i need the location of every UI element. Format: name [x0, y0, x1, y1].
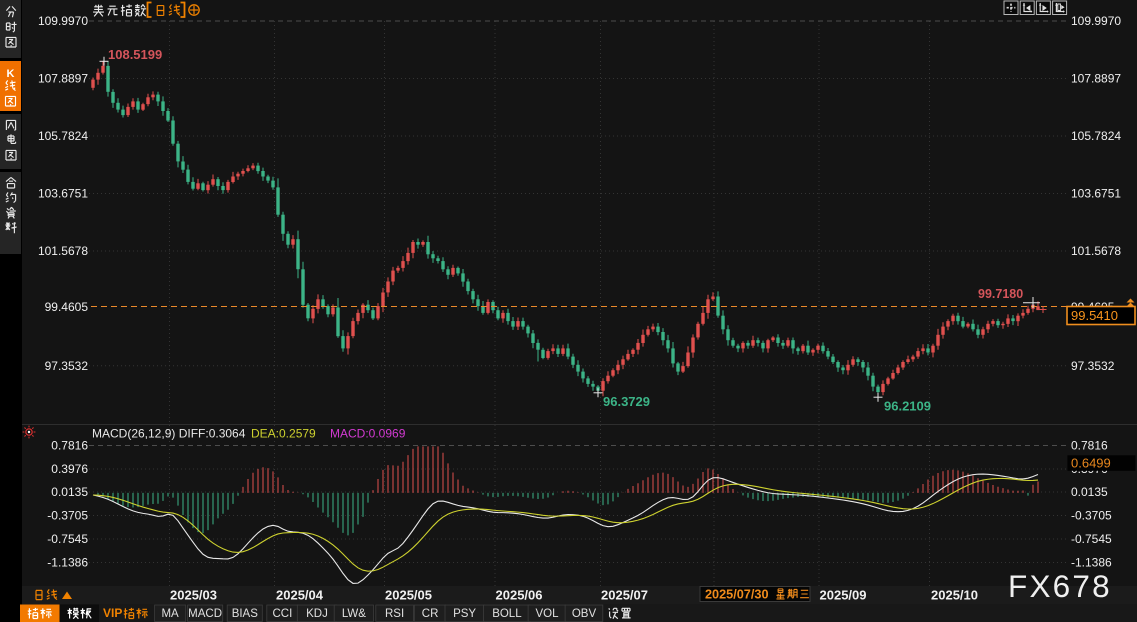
svg-text:-1.1386: -1.1386 — [1071, 556, 1112, 570]
svg-text:CR: CR — [422, 608, 439, 620]
svg-text:MACD: MACD — [188, 608, 222, 620]
svg-text:105.7824: 105.7824 — [38, 129, 88, 143]
svg-text:VOL: VOL — [535, 608, 559, 620]
svg-text:K: K — [7, 68, 15, 80]
svg-text:KDJ: KDJ — [306, 608, 328, 620]
svg-text:0.7816: 0.7816 — [1071, 439, 1108, 453]
svg-text:103.6751: 103.6751 — [1071, 187, 1121, 201]
svg-text:-0.7545: -0.7545 — [1071, 532, 1112, 546]
svg-text:2025/07: 2025/07 — [601, 588, 648, 603]
svg-text:-1.1386: -1.1386 — [47, 556, 88, 570]
svg-text:CCI: CCI — [272, 608, 292, 620]
svg-text:107.8897: 107.8897 — [38, 72, 88, 86]
svg-text:2025/09: 2025/09 — [820, 588, 867, 603]
svg-text:97.3532: 97.3532 — [45, 359, 89, 373]
svg-text:107.8897: 107.8897 — [1071, 72, 1121, 86]
svg-text:96.3729: 96.3729 — [603, 394, 650, 409]
svg-text:2025/03: 2025/03 — [170, 588, 217, 603]
svg-text:97.3532: 97.3532 — [1071, 359, 1115, 373]
svg-text:99.7180: 99.7180 — [978, 287, 1023, 301]
svg-text:LW&: LW& — [342, 608, 366, 620]
svg-text:0.0135: 0.0135 — [1071, 485, 1108, 499]
svg-text:99.5410: 99.5410 — [1071, 308, 1118, 323]
svg-text:2025/06: 2025/06 — [496, 588, 543, 603]
svg-text:103.6751: 103.6751 — [38, 187, 88, 201]
svg-text:PSY: PSY — [453, 608, 476, 620]
svg-text:101.5678: 101.5678 — [38, 244, 88, 258]
svg-text:2025/10: 2025/10 — [931, 588, 978, 603]
svg-text:MACD(26,12,9) DIFF:0.3064: MACD(26,12,9) DIFF:0.3064 — [92, 427, 246, 441]
svg-text:0.3976: 0.3976 — [51, 462, 88, 476]
svg-text:0.0135: 0.0135 — [51, 485, 88, 499]
svg-text:MA: MA — [161, 608, 179, 620]
svg-text:MACD:0.0969: MACD:0.0969 — [330, 427, 406, 441]
svg-text:-0.3705: -0.3705 — [47, 509, 88, 523]
svg-text:RSI: RSI — [385, 608, 404, 620]
svg-text:-0.7545: -0.7545 — [47, 532, 88, 546]
svg-text:96.2109: 96.2109 — [884, 399, 931, 414]
svg-text:109.9970: 109.9970 — [1071, 14, 1121, 28]
svg-text:99.4605: 99.4605 — [45, 300, 89, 314]
svg-text:108.5199: 108.5199 — [108, 47, 162, 62]
svg-text:OBV: OBV — [572, 608, 597, 620]
svg-text:2025/04: 2025/04 — [276, 588, 324, 603]
svg-text:0.6499: 0.6499 — [1071, 455, 1111, 470]
svg-text:VIP: VIP — [103, 606, 122, 620]
svg-text:109.9970: 109.9970 — [38, 14, 88, 28]
svg-text:101.5678: 101.5678 — [1071, 244, 1121, 258]
svg-text:BIAS: BIAS — [232, 608, 259, 620]
svg-text:FX678: FX678 — [1008, 568, 1112, 604]
svg-text:105.7824: 105.7824 — [1071, 129, 1121, 143]
svg-text:-0.3705: -0.3705 — [1071, 509, 1112, 523]
svg-text:BOLL: BOLL — [492, 608, 522, 620]
svg-text:0.7816: 0.7816 — [51, 439, 88, 453]
svg-text:DEA:0.2579: DEA:0.2579 — [251, 427, 316, 441]
svg-text:2025/05: 2025/05 — [385, 588, 432, 603]
svg-text:2025/07/30: 2025/07/30 — [705, 588, 769, 602]
